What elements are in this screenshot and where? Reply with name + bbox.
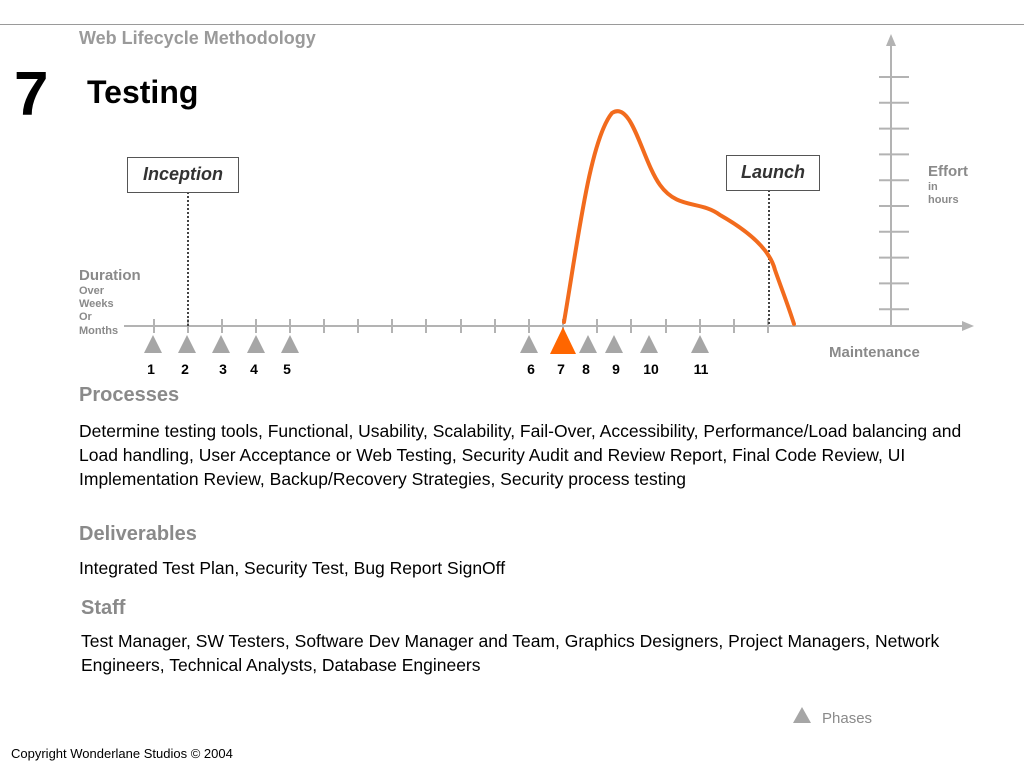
phase-marker <box>640 335 658 353</box>
duration-label-sub-2: Weeks <box>79 298 114 311</box>
maintenance-label: Maintenance <box>829 344 920 361</box>
effort-axis-label: Effort in hours <box>928 163 968 207</box>
methodology-title: Web Lifecycle Methodology <box>79 28 316 48</box>
duration-axis-ticks <box>153 319 769 333</box>
phase-number-label: 10 <box>643 361 659 377</box>
phase-marker <box>144 335 162 353</box>
phase-number-label: 7 <box>557 361 565 377</box>
staff-title: Staff <box>81 597 126 619</box>
copyright: Copyright Wonderlane Studios © 2004 <box>11 746 233 761</box>
phase-markers <box>144 327 709 354</box>
phase-number-label: 9 <box>612 361 620 377</box>
phase-number: 7 <box>14 60 49 129</box>
phase-marker <box>605 335 623 353</box>
active-phase-marker <box>550 327 576 354</box>
phase-number-label: 8 <box>582 361 590 377</box>
effort-axis-arrow <box>886 34 896 46</box>
phase-number-label: 2 <box>181 361 189 377</box>
effort-curve <box>562 109 796 326</box>
phase-number-label: 6 <box>527 361 535 377</box>
duration-axis-label: Duration Over Weeks Or Months <box>79 267 141 338</box>
phase-triangle-icon <box>793 707 811 723</box>
phase-marker <box>247 335 265 353</box>
effort-label-sub-1: in <box>928 181 938 193</box>
deliverables-body: Integrated Test Plan, Security Test, Bug… <box>79 558 506 578</box>
launch-milestone: Launch <box>726 155 820 191</box>
processes-body: Determine testing tools, Functional, Usa… <box>79 421 962 489</box>
phase-number-label: 4 <box>250 361 258 377</box>
phase-marker <box>691 335 709 353</box>
effort-axis-ticks <box>879 76 909 311</box>
processes-title: Processes <box>79 384 180 406</box>
top-rule <box>0 24 1024 25</box>
lifecycle-diagram <box>124 34 974 354</box>
phases-legend-label: Phases <box>822 710 873 727</box>
phase-marker <box>520 335 538 353</box>
deliverables-title: Deliverables <box>79 523 197 545</box>
phase-number-label: 5 <box>283 361 291 377</box>
staff-body: Test Manager, SW Testers, Software Dev M… <box>81 631 940 675</box>
phase-marker <box>579 335 597 353</box>
duration-label-main: Duration <box>79 267 141 284</box>
effort-label-main: Effort <box>928 163 968 180</box>
phase-number-label: 11 <box>693 361 709 377</box>
inception-milestone: Inception <box>127 157 239 193</box>
phase-marker <box>212 335 230 353</box>
duration-label-sub-3: Or <box>79 311 92 324</box>
phase-marker <box>178 335 196 353</box>
phase-marker <box>281 335 299 353</box>
phase-number-label: 3 <box>219 361 227 377</box>
duration-label-sub-4: Months <box>79 324 119 337</box>
page-title: Testing <box>87 74 199 110</box>
effort-label-sub-2: hours <box>928 194 959 207</box>
duration-axis-arrow <box>962 321 974 331</box>
duration-label-sub-1: Over <box>79 285 105 297</box>
phase-number-label: 1 <box>147 361 155 377</box>
